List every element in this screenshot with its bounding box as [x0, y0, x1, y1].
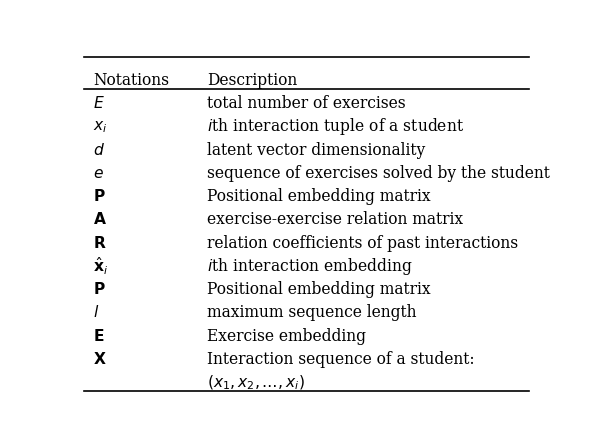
Text: $x_i$: $x_i$: [93, 118, 108, 135]
Text: Positional embedding matrix: Positional embedding matrix: [207, 281, 431, 298]
Text: $\mathbf{P}$: $\mathbf{P}$: [93, 281, 106, 298]
Text: total number of exercises: total number of exercises: [207, 95, 405, 112]
Text: relation coefficients of past interactions: relation coefficients of past interactio…: [207, 234, 518, 251]
Text: Interaction sequence of a student:: Interaction sequence of a student:: [207, 351, 474, 368]
Text: Exercise embedding: Exercise embedding: [207, 328, 366, 345]
Text: $d$: $d$: [93, 142, 105, 159]
Text: Positional embedding matrix: Positional embedding matrix: [207, 188, 431, 205]
Text: $\mathbf{E}$: $\mathbf{E}$: [93, 328, 105, 345]
Text: $(x_1, x_2, \ldots, x_i)$: $(x_1, x_2, \ldots, x_i)$: [207, 373, 304, 392]
Text: $i$th interaction embedding: $i$th interaction embedding: [207, 256, 413, 277]
Text: $\mathbf{R}$: $\mathbf{R}$: [93, 234, 107, 251]
Text: $e$: $e$: [93, 165, 104, 182]
Text: $\mathbf{X}$: $\mathbf{X}$: [93, 351, 107, 368]
Text: $\mathbf{P}$: $\mathbf{P}$: [93, 188, 106, 205]
Text: maximum sequence length: maximum sequence length: [207, 304, 416, 321]
Text: $l$: $l$: [93, 304, 99, 321]
Text: exercise-exercise relation matrix: exercise-exercise relation matrix: [207, 211, 463, 228]
Text: Description: Description: [207, 72, 297, 89]
Text: Notations: Notations: [93, 72, 169, 89]
Text: $i$th interaction tuple of a student: $i$th interaction tuple of a student: [207, 116, 464, 137]
Text: $\mathbf{A}$: $\mathbf{A}$: [93, 211, 107, 228]
Text: latent vector dimensionality: latent vector dimensionality: [207, 142, 425, 159]
Text: $\hat{\mathbf{x}}_i$: $\hat{\mathbf{x}}_i$: [93, 255, 108, 277]
Text: $E$: $E$: [93, 95, 105, 112]
Text: sequence of exercises solved by the student: sequence of exercises solved by the stud…: [207, 165, 550, 182]
